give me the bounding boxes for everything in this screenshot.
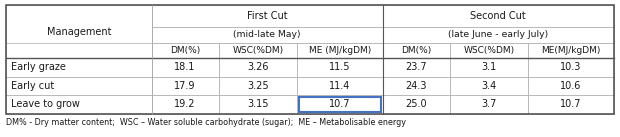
- Text: 25.0: 25.0: [405, 99, 427, 109]
- Text: ME (MJ/kgDM): ME (MJ/kgDM): [309, 46, 371, 55]
- Bar: [450, 95, 528, 114]
- Bar: [151, 95, 219, 114]
- Bar: [297, 95, 383, 114]
- Bar: [219, 42, 297, 58]
- Text: First Cut: First Cut: [247, 11, 288, 21]
- Bar: [219, 58, 297, 77]
- Text: 3.4: 3.4: [481, 81, 497, 91]
- Text: 10.6: 10.6: [560, 81, 582, 91]
- Bar: [450, 77, 528, 95]
- Text: 10.7: 10.7: [329, 99, 350, 109]
- Text: DM(%): DM(%): [170, 46, 200, 55]
- Bar: [383, 95, 450, 114]
- Text: Leave to grow: Leave to grow: [11, 99, 80, 109]
- Text: 10.3: 10.3: [560, 62, 582, 72]
- Bar: [151, 27, 383, 42]
- Bar: [450, 58, 528, 77]
- Bar: [383, 27, 614, 42]
- Text: 11.5: 11.5: [329, 62, 350, 72]
- Text: 17.9: 17.9: [174, 81, 196, 91]
- Bar: [297, 42, 383, 58]
- Bar: [450, 42, 528, 58]
- Text: 3.26: 3.26: [247, 62, 268, 72]
- Bar: [383, 42, 450, 58]
- Text: 19.2: 19.2: [174, 99, 196, 109]
- Text: (mid-late May): (mid-late May): [233, 30, 301, 39]
- Text: (late June - early July): (late June - early July): [448, 30, 548, 39]
- Text: Early cut: Early cut: [11, 81, 55, 91]
- Bar: [528, 42, 614, 58]
- Text: WSC(%DM): WSC(%DM): [232, 46, 283, 55]
- Bar: [6, 77, 151, 95]
- Bar: [299, 97, 381, 112]
- Text: 24.3: 24.3: [405, 81, 427, 91]
- Bar: [151, 77, 219, 95]
- Text: 3.7: 3.7: [481, 99, 497, 109]
- Bar: [528, 77, 614, 95]
- Bar: [6, 5, 151, 58]
- Bar: [151, 5, 383, 27]
- Bar: [528, 58, 614, 77]
- Bar: [297, 77, 383, 95]
- Bar: [383, 77, 450, 95]
- Text: ME(MJ/kgDM): ME(MJ/kgDM): [541, 46, 601, 55]
- Text: DM(%): DM(%): [401, 46, 432, 55]
- Bar: [219, 95, 297, 114]
- Bar: [151, 42, 219, 58]
- Bar: [528, 95, 614, 114]
- Text: 3.15: 3.15: [247, 99, 268, 109]
- Text: 23.7: 23.7: [405, 62, 427, 72]
- Text: WSC(%DM): WSC(%DM): [463, 46, 515, 55]
- Text: 11.4: 11.4: [329, 81, 350, 91]
- Text: 3.1: 3.1: [481, 62, 497, 72]
- Bar: [383, 5, 614, 27]
- Bar: [383, 58, 450, 77]
- Bar: [151, 58, 219, 77]
- Bar: [6, 5, 614, 114]
- Text: Management: Management: [46, 27, 111, 37]
- Bar: [219, 77, 297, 95]
- Bar: [6, 95, 151, 114]
- Text: 10.7: 10.7: [560, 99, 582, 109]
- Text: DM% - Dry matter content;  WSC – Water soluble carbohydrate (sugar);  ME – Metab: DM% - Dry matter content; WSC – Water so…: [6, 118, 406, 127]
- Bar: [6, 42, 151, 58]
- Bar: [6, 58, 151, 77]
- Text: Early graze: Early graze: [11, 62, 66, 72]
- Text: 3.25: 3.25: [247, 81, 268, 91]
- Bar: [297, 58, 383, 77]
- Text: 18.1: 18.1: [174, 62, 196, 72]
- Text: Second Cut: Second Cut: [471, 11, 526, 21]
